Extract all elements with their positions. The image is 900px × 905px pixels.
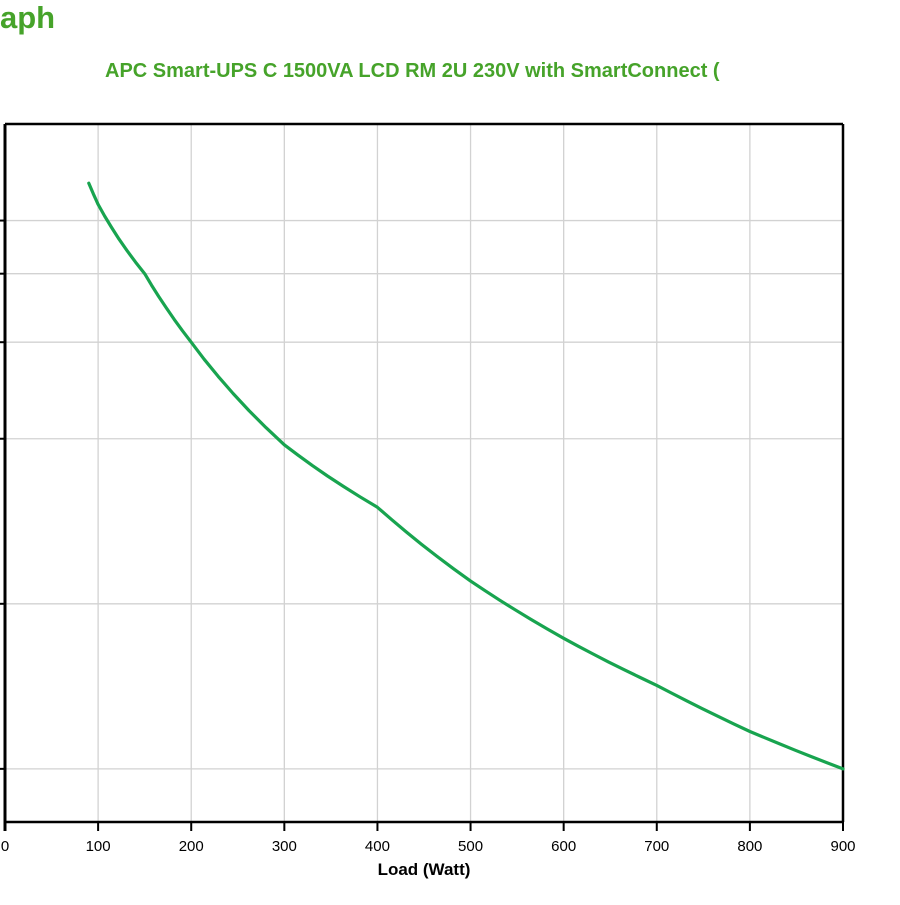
x-tick-label: 600 [551, 838, 576, 855]
x-tick-label: 200 [179, 838, 204, 855]
runtime-curve [87, 181, 845, 771]
x-tick-label: 100 [86, 838, 111, 855]
x-tick-label: 400 [365, 838, 390, 855]
x-tick-label: 0 [1, 838, 9, 855]
x-tick-label: 500 [458, 838, 483, 855]
x-axis-label: Load (Watt) [377, 860, 471, 879]
x-tick-label: 800 [737, 838, 762, 855]
x-tick-label: 900 [830, 838, 855, 855]
x-tick-label: 300 [272, 838, 297, 855]
x-tick-label: 700 [644, 838, 669, 855]
chart-title: APC Smart-UPS C 1500VA LCD RM 2U 230V wi… [105, 60, 720, 82]
page-heading-fragment: aph [0, 0, 56, 35]
